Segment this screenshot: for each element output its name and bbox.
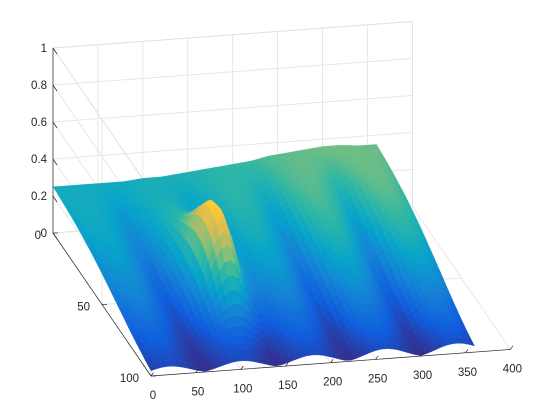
z-tick-mark xyxy=(52,195,58,203)
surface-cell xyxy=(406,347,416,355)
z-tick-mark xyxy=(52,121,58,129)
x-tick-label: 50 xyxy=(192,387,205,399)
surface-mesh xyxy=(52,144,475,372)
y-tick-label: 0 xyxy=(35,230,41,242)
x-tick-mark xyxy=(465,349,469,353)
z-tick-label: 0 xyxy=(41,228,47,240)
x-axis-ticks: 0 50 100 150 200 250 300 350 400 xyxy=(150,345,522,402)
x-tick-mark xyxy=(330,359,334,363)
x-tick-mark xyxy=(510,345,514,350)
x-tick-label: 400 xyxy=(503,363,522,375)
x-tick-label: 300 xyxy=(413,370,432,382)
x-tick-mark xyxy=(285,362,289,367)
z-tick-label: 1 xyxy=(41,43,47,55)
grid-line-z xyxy=(52,21,413,49)
x-tick-mark xyxy=(375,355,379,360)
y-axis-ticks: 0 50 100 xyxy=(35,230,156,385)
x-tick-label: 150 xyxy=(278,380,297,392)
z-tick-label: 0.4 xyxy=(31,154,48,166)
x-tick-mark xyxy=(420,352,424,357)
y-tick-label: 100 xyxy=(120,373,139,385)
x-tick-label: 200 xyxy=(323,377,342,389)
z-tick-mark xyxy=(52,158,58,166)
z-axis-ticks: 0 0.2 0.4 0.6 0.8 1 xyxy=(31,43,58,240)
x-tick-mark xyxy=(195,368,199,373)
x-tick-mark xyxy=(240,365,244,370)
x-tick-mark xyxy=(150,372,154,377)
z-tick-mark xyxy=(52,47,58,55)
surface-cell xyxy=(147,363,157,372)
y-tick-label: 50 xyxy=(77,302,90,314)
x-tick-label: 250 xyxy=(368,373,387,385)
z-tick-label: 0.8 xyxy=(31,80,47,92)
z-tick-mark xyxy=(52,232,58,240)
x-tick-label: 0 xyxy=(150,390,156,402)
x-tick-label: 350 xyxy=(458,367,477,379)
z-tick-label: 0.2 xyxy=(31,191,47,203)
x-tick-label: 100 xyxy=(233,383,252,395)
z-tick-label: 0.6 xyxy=(31,117,47,129)
z-tick-mark xyxy=(52,84,58,92)
